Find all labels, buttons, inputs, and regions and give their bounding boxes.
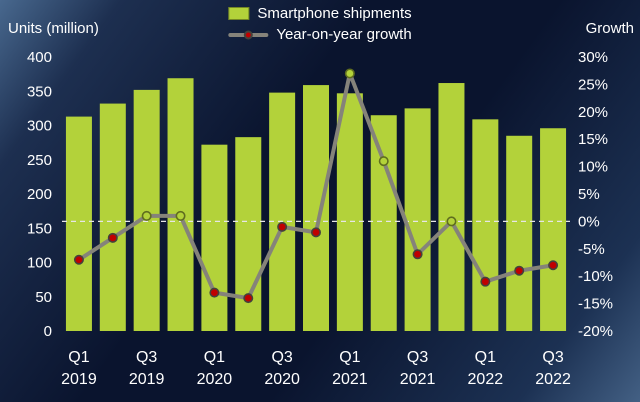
growth-marker-Q4-2021: [446, 216, 457, 227]
right-axis-tick: 10%: [578, 159, 608, 176]
growth-marker-Q4-2019: [175, 210, 186, 221]
bar-Q3-2022: [540, 128, 567, 331]
right-axis-tick: 25%: [578, 76, 608, 93]
growth-marker-Q2-2020: [243, 293, 254, 304]
left-axis-tick: 0: [44, 323, 52, 340]
right-axis-tick: -10%: [578, 268, 613, 285]
bar-Q1-2021: [336, 93, 363, 332]
growth-marker-Q2-2022: [514, 265, 525, 276]
x-axis-tick-year: 2021: [400, 371, 436, 388]
growth-marker-Q1-2019: [73, 254, 84, 265]
x-axis-tick-year: 2021: [332, 371, 368, 388]
bar-Q4-2019: [167, 78, 194, 331]
left-axis-tick: 250: [27, 152, 52, 169]
line-swatch-icon: [228, 30, 269, 39]
bar-Q2-2019: [99, 103, 126, 331]
left-axis-tick: 350: [27, 83, 52, 100]
bar-Q2-2021: [370, 115, 397, 331]
marker-dot-icon: [243, 30, 253, 39]
right-axis-tick: 30%: [578, 49, 608, 66]
left-axis-tick: 400: [27, 49, 52, 66]
x-axis-tick-quarter: Q1: [339, 349, 360, 366]
x-axis-tick-year: 2019: [61, 371, 97, 388]
growth-marker-Q3-2021: [412, 249, 423, 260]
right-axis-tick: 20%: [578, 104, 608, 121]
x-axis-tick-quarter: Q1: [475, 349, 496, 366]
legend-item-shipments: Smartphone shipments: [228, 5, 412, 22]
x-axis-tick-quarter: Q1: [68, 349, 89, 366]
growth-marker-Q1-2022: [480, 276, 491, 287]
right-axis-tick: -5%: [578, 241, 605, 258]
x-axis-tick-quarter: Q3: [136, 349, 157, 366]
bar-Q1-2020: [201, 144, 228, 331]
growth-marker-Q2-2019: [107, 232, 118, 243]
x-axis-tick-year: 2022: [535, 371, 571, 388]
x-axis-tick-quarter: Q3: [407, 349, 428, 366]
right-axis-tick: 5%: [578, 186, 600, 203]
left-axis-title: Units (million): [8, 20, 99, 37]
legend-label-growth: Year-on-year growth: [276, 26, 412, 43]
growth-marker-Q2-2021: [378, 156, 389, 167]
growth-marker-Q3-2022: [548, 260, 559, 271]
left-axis-tick: 300: [27, 118, 52, 135]
bar-Q1-2019: [65, 116, 92, 331]
x-axis-tick-year: 2022: [468, 371, 504, 388]
right-axis-tick: 0%: [578, 213, 600, 230]
bar-Q3-2021: [404, 108, 431, 331]
right-axis-title: Growth: [585, 20, 634, 37]
legend-item-growth: Year-on-year growth: [228, 26, 412, 43]
x-axis-tick-year: 2020: [264, 371, 300, 388]
growth-marker-Q1-2020: [209, 287, 220, 298]
left-axis-tick: 200: [27, 186, 52, 203]
right-axis-tick: 15%: [578, 131, 608, 148]
bar-Q4-2020: [303, 85, 329, 332]
growth-marker-Q1-2021: [344, 68, 355, 79]
right-axis-tick: -15%: [578, 296, 613, 313]
x-axis-tick-quarter: Q1: [204, 349, 225, 366]
legend: Smartphone shipments Year-on-year growth: [228, 5, 412, 43]
x-axis-tick-year: 2019: [129, 371, 165, 388]
legend-label-shipments: Smartphone shipments: [257, 5, 412, 22]
growth-marker-Q4-2020: [310, 227, 321, 238]
bar-Q2-2022: [506, 135, 533, 331]
left-axis-tick: 100: [27, 255, 52, 272]
x-axis-tick-year: 2020: [197, 371, 233, 388]
growth-marker-Q3-2020: [277, 221, 288, 232]
growth-marker-Q3-2019: [141, 210, 152, 221]
x-axis-tick-quarter: Q3: [542, 349, 563, 366]
bar-Q3-2019: [133, 89, 160, 331]
bar-swatch-icon: [228, 7, 250, 20]
right-axis-tick: -20%: [578, 323, 613, 340]
x-axis-tick-quarter: Q3: [271, 349, 292, 366]
bar-Q3-2020: [269, 92, 296, 332]
left-axis-tick: 50: [35, 289, 52, 306]
left-axis-tick: 150: [27, 220, 52, 237]
bar-Q4-2021: [438, 83, 465, 331]
bar-Q1-2022: [472, 119, 499, 332]
